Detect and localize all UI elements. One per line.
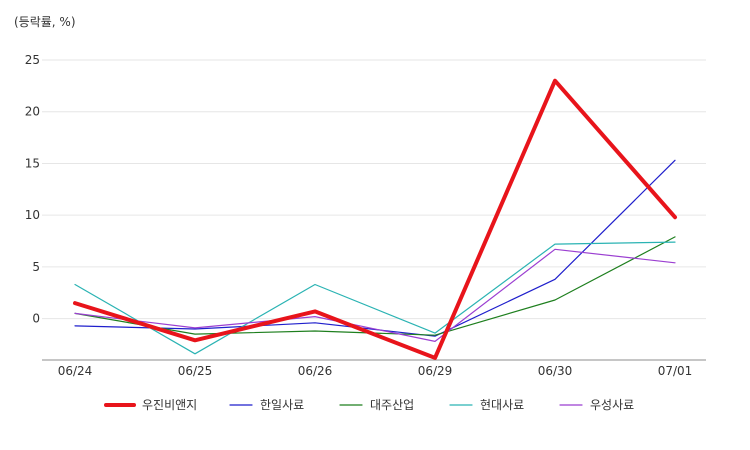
- x-tick-label: 06/26: [298, 364, 333, 378]
- legend: 우진비앤지 한일사료 대주산업 현대사료 우성사료: [104, 398, 634, 412]
- series-line-3: [74, 241, 676, 355]
- x-tick-label: 06/24: [58, 364, 93, 378]
- y-axis-ticks: 0 5 10 15 20 25: [25, 53, 40, 326]
- y-tick-label: 15: [25, 156, 40, 170]
- y-tick-label: 10: [25, 208, 40, 222]
- y-tick-label: 25: [25, 53, 40, 67]
- x-tick-label: 06/25: [178, 364, 213, 378]
- y-tick-label: 20: [25, 105, 40, 119]
- series-line-4: [74, 248, 676, 342]
- legend-label: 우성사료: [590, 398, 634, 412]
- x-tick-label: 06/30: [538, 364, 573, 378]
- gridlines: [42, 59, 706, 320]
- y-tick-label: 5: [32, 260, 40, 274]
- x-axis-ticks: 06/24 06/25 06/26 06/29 06/30 07/01: [58, 364, 693, 378]
- y-unit-label: (등락률, %): [14, 15, 76, 29]
- legend-label: 한일사료: [260, 398, 304, 412]
- series-lines: [73, 78, 677, 360]
- legend-label: 대주산업: [370, 398, 414, 412]
- series-line-0: [73, 78, 677, 360]
- series-line-1: [74, 159, 676, 337]
- x-tick-label: 07/01: [658, 364, 693, 378]
- x-tick-label: 06/29: [418, 364, 453, 378]
- legend-label: 우진비앤지: [142, 398, 197, 412]
- legend-label: 현대사료: [480, 398, 524, 412]
- series-line-2: [74, 236, 676, 336]
- y-tick-label: 0: [32, 312, 40, 326]
